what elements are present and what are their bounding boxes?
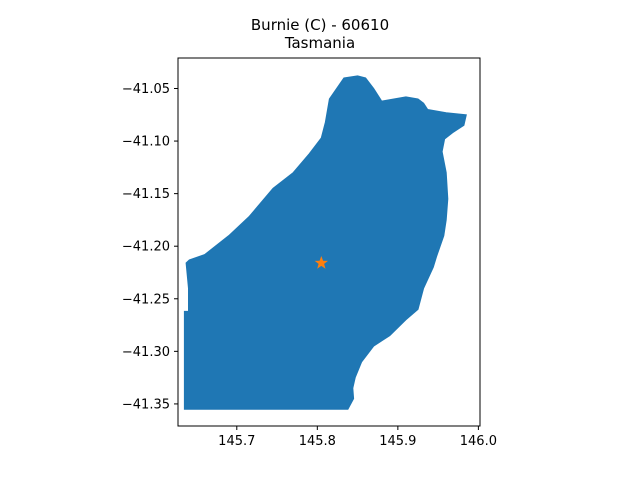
y-tick-label: −41.30	[122, 345, 170, 360]
region-layer	[183, 75, 467, 410]
y-tick-label: −41.25	[122, 292, 170, 307]
x-tick-label: 145.7	[218, 434, 255, 449]
y-tick-label: −41.05	[122, 82, 170, 97]
axes-frame	[177, 57, 481, 427]
map-subtitle: Tasmania	[284, 34, 356, 52]
x-tick-label: 145.8	[299, 434, 336, 449]
y-tick-label: −41.20	[122, 240, 170, 255]
map-title: Burnie (C) - 60610	[250, 16, 390, 34]
y-tick-label: −41.10	[122, 135, 170, 150]
region-polygon	[183, 75, 467, 410]
x-tick-label: 146.0	[460, 434, 497, 449]
marker-layer	[314, 256, 328, 269]
x-tick-label: 145.9	[379, 434, 416, 449]
star-icon	[314, 256, 328, 269]
y-tick-label: −41.15	[122, 187, 170, 202]
y-tick-label: −41.35	[122, 397, 170, 412]
ticks-layer: 145.7 145.8 145.9 146.0 −41.05 −41.10 −41.15 −4…	[122, 82, 497, 449]
